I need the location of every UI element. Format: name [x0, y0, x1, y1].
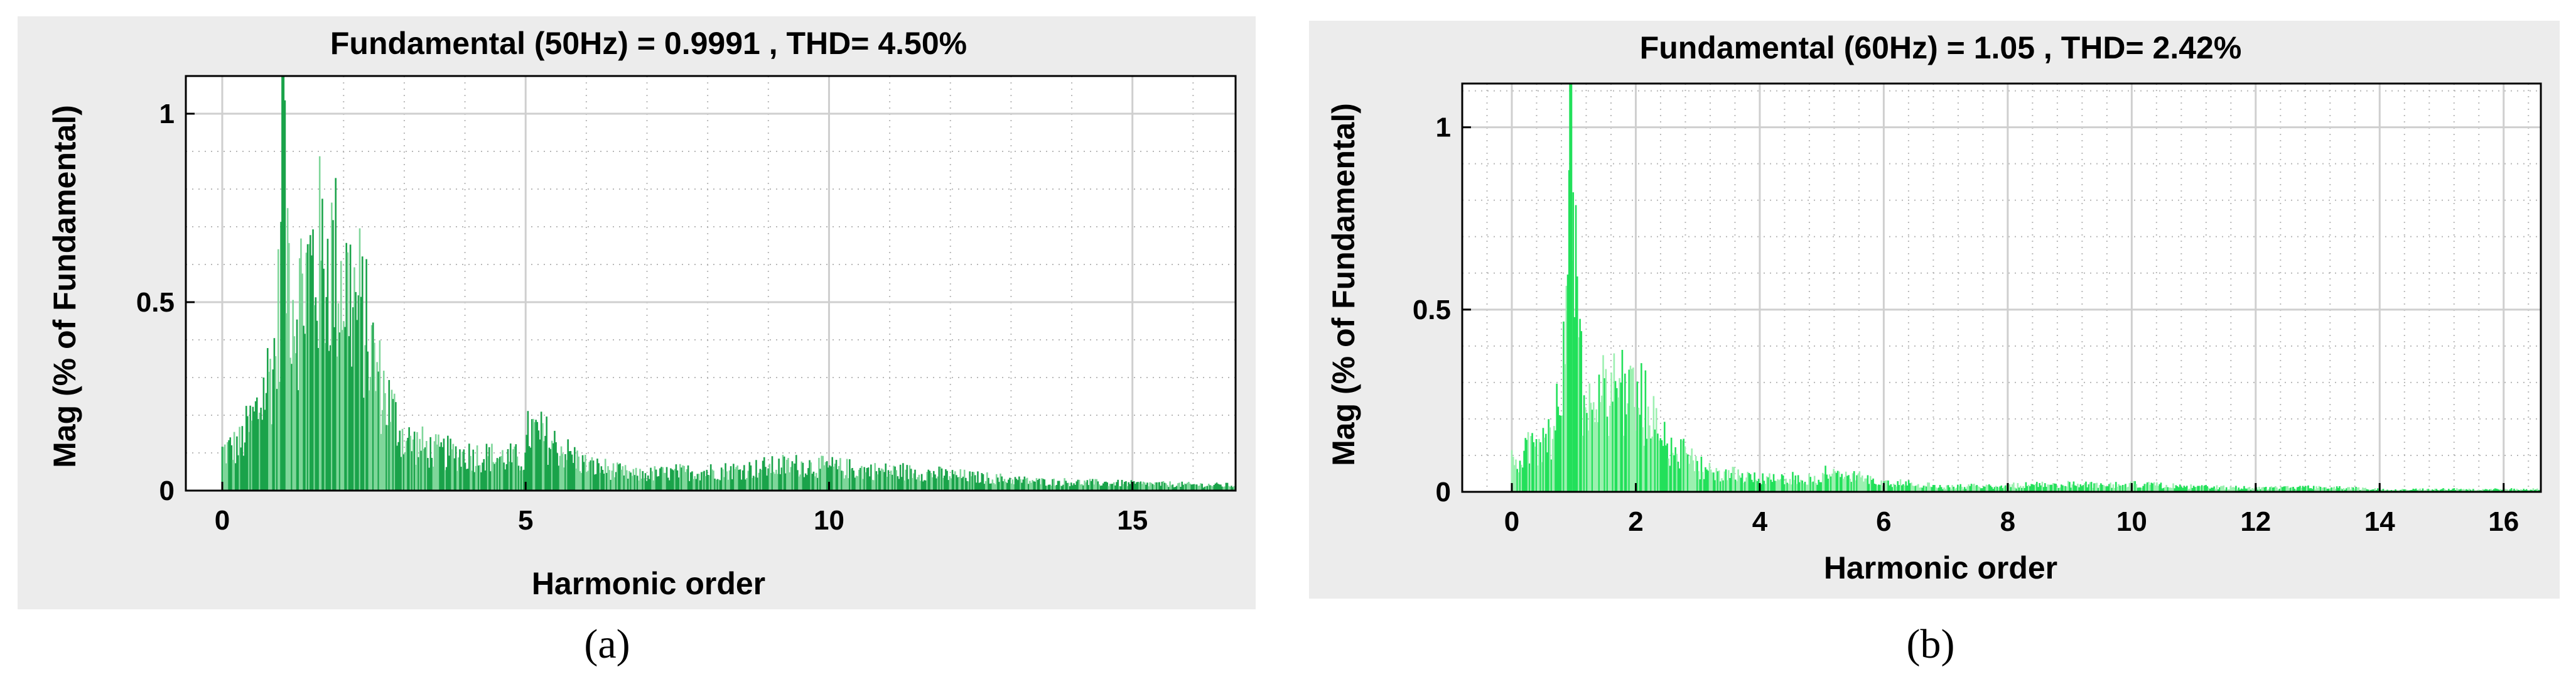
x-tick-label: 8	[2000, 506, 2015, 537]
plot-frame	[185, 75, 1237, 492]
plot-frame	[1461, 82, 2542, 493]
x-tick-label: 2	[1628, 506, 1643, 537]
chart-b-ylabel: Mag (% of Fundamental)	[1326, 103, 1361, 466]
chart-a-xlabel: Harmonic order	[532, 566, 765, 601]
x-tick-label: 0	[215, 505, 230, 536]
x-tick-label: 16	[2488, 506, 2519, 537]
y-tick-label: 1	[1436, 112, 1451, 143]
x-tick-label: 15	[1117, 505, 1148, 536]
chart-a-ylabel: Mag (% of Fundamental)	[47, 105, 82, 468]
y-tick-label: 0	[159, 476, 175, 506]
y-tick-label: 1	[159, 99, 175, 129]
y-tick-label: 0.5	[136, 287, 175, 318]
chart-a-plot-area: 0 5 10 15 0 0.5 1	[136, 75, 1237, 536]
x-tick-label: 0	[1504, 506, 1519, 537]
caption-a: (a)	[584, 621, 630, 667]
chart-b-panel: Fundamental (60Hz) = 1.05 , THD= 2.42% H…	[1309, 21, 2560, 599]
chart-b-plot-area: 0 2 4 6 8 10 12 14 16 0 0.5 1	[1413, 82, 2542, 537]
spectrum-bars	[1511, 84, 2541, 492]
x-tick-label: 5	[518, 505, 533, 536]
chart-a: Fundamental (50Hz) = 0.9991 , THD= 4.50%…	[47, 26, 1237, 601]
chart-a-title: Fundamental (50Hz) = 0.9991 , THD= 4.50%	[330, 26, 967, 61]
x-tick-label: 14	[2364, 506, 2395, 537]
x-tick-label: 10	[814, 505, 844, 536]
x-tick-label: 10	[2116, 506, 2147, 537]
x-tick-label: 12	[2240, 506, 2271, 537]
caption-b: (b)	[1906, 621, 1955, 667]
chart-b: Fundamental (60Hz) = 1.05 , THD= 2.42% H…	[1326, 30, 2542, 585]
y-tick-label: 0	[1436, 477, 1451, 508]
chart-a-panel: Fundamental (50Hz) = 0.9991 , THD= 4.50%…	[18, 16, 1256, 609]
chart-b-title: Fundamental (60Hz) = 1.05 , THD= 2.42%	[1640, 30, 2242, 65]
chart-b-xlabel: Harmonic order	[1824, 550, 2057, 585]
y-tick-label: 0.5	[1413, 295, 1451, 325]
x-tick-label: 6	[1876, 506, 1891, 537]
spectrum-bars	[221, 76, 1237, 491]
x-tick-label: 4	[1752, 506, 1768, 537]
